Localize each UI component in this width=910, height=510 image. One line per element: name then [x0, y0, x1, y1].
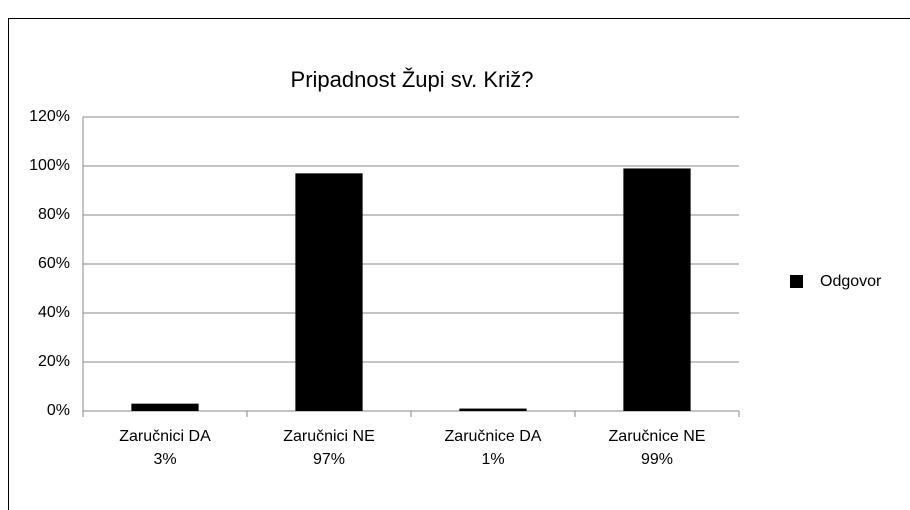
legend-label: Odgovor: [820, 273, 882, 290]
y-tick-label: 0%: [47, 402, 70, 419]
x-tick-label: Zaručnici DA: [119, 428, 211, 445]
x-tick-label: Zaručnice DA: [445, 428, 542, 445]
value-label: 99%: [641, 451, 673, 468]
bar: [459, 408, 527, 411]
chart-title: Pripadnost Župi sv. Križ?: [291, 67, 534, 92]
y-tick-label: 120%: [29, 108, 70, 125]
y-tick-label: 20%: [38, 353, 70, 370]
x-tick-label: Zaručnici NE: [283, 428, 375, 445]
value-label: 1%: [481, 451, 504, 468]
y-tick-label: 80%: [38, 206, 70, 223]
value-label: 97%: [313, 451, 345, 468]
bar: [131, 403, 199, 411]
y-tick-label: 60%: [38, 255, 70, 272]
legend-swatch: [790, 275, 803, 288]
x-tick-label: Zaručnice NE: [609, 428, 706, 445]
bar: [295, 173, 363, 411]
y-tick-label: 40%: [38, 304, 70, 321]
bar: [623, 168, 691, 411]
y-tick-label: 100%: [29, 157, 70, 174]
value-label: 3%: [153, 451, 176, 468]
